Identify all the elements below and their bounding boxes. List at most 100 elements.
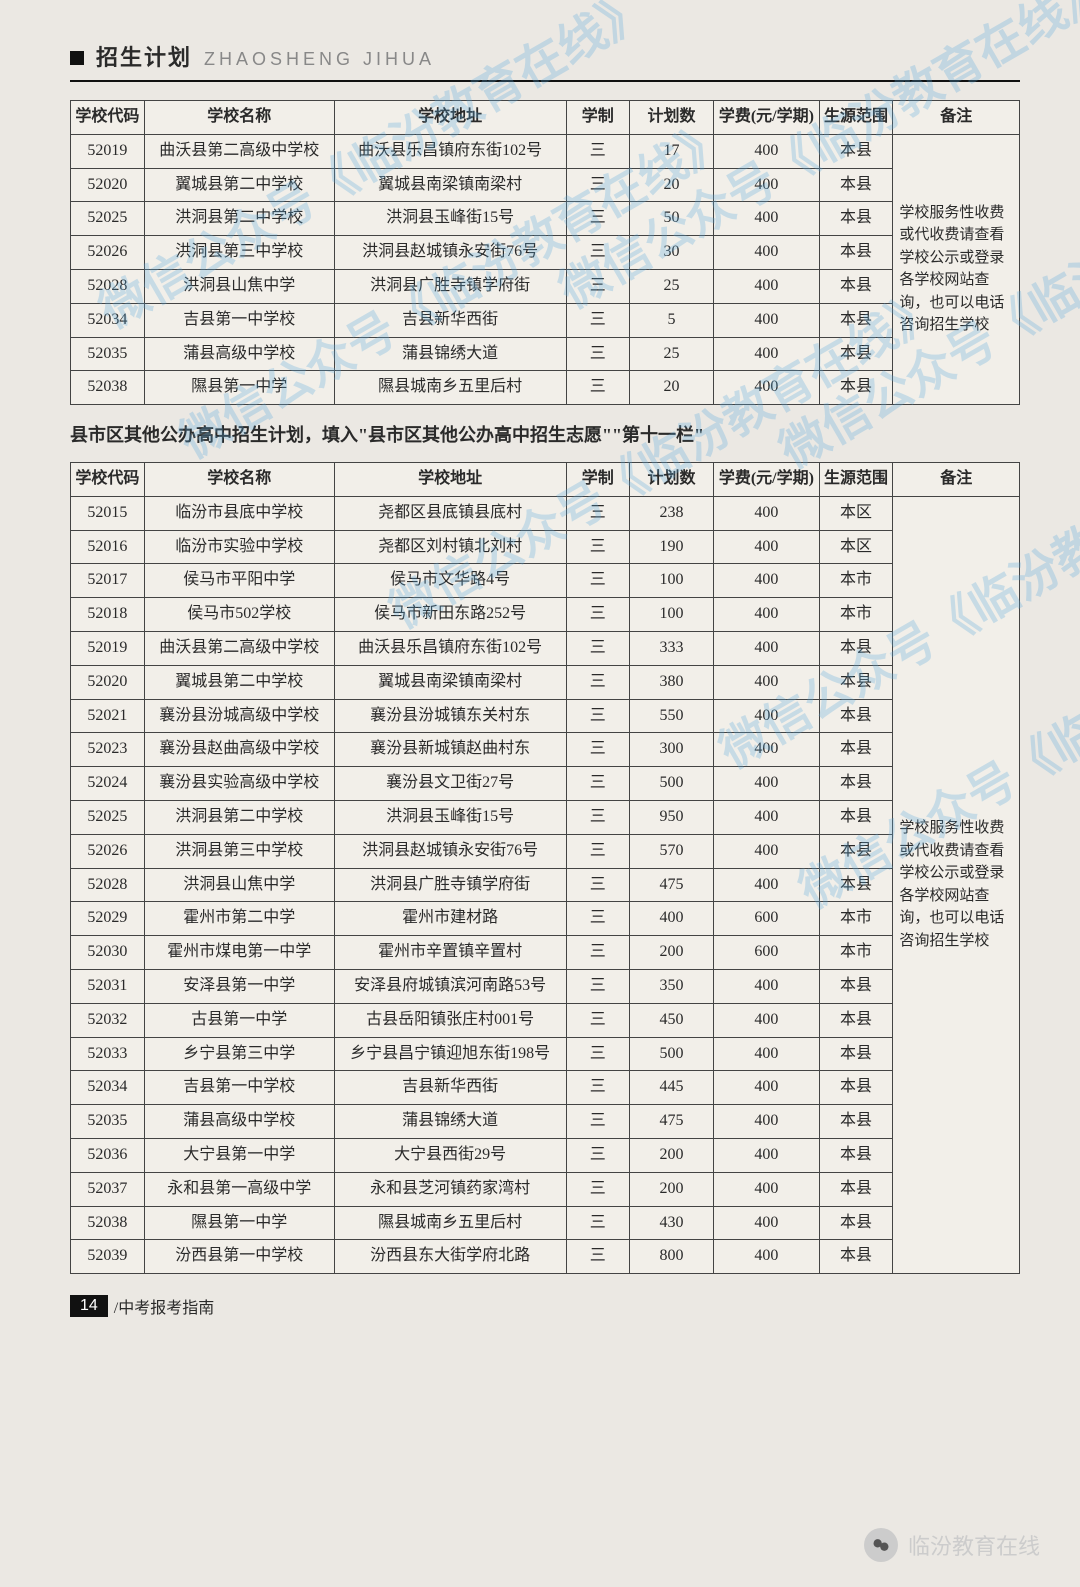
- table-cell: 洪洞县第三中学校: [144, 834, 334, 868]
- table-cell: 本区: [819, 530, 893, 564]
- table-cell: 三: [566, 371, 629, 405]
- table-cell: 本县: [819, 800, 893, 834]
- table-cell: 三: [566, 969, 629, 1003]
- table-cell: 52021: [71, 699, 145, 733]
- table-cell: 52035: [71, 337, 145, 371]
- table-cell: 吉县第一中学校: [144, 1071, 334, 1105]
- table-cell: 52024: [71, 767, 145, 801]
- table-cell: 洪洞县广胜寺镇学府街: [334, 868, 566, 902]
- table-cell: 三: [566, 168, 629, 202]
- table-row: 52028洪洞县山焦中学洪洞县广胜寺镇学府街三25400本县: [71, 269, 1020, 303]
- table-cell: 350: [629, 969, 713, 1003]
- table-cell: 400: [714, 834, 819, 868]
- table-cell: 52034: [71, 1071, 145, 1105]
- table-cell: 52031: [71, 969, 145, 1003]
- col-school-address: 学校地址: [334, 462, 566, 496]
- table-cell: 400: [714, 269, 819, 303]
- table-cell: 三: [566, 1003, 629, 1037]
- table-cell: 三: [566, 767, 629, 801]
- table-cell: 洪洞县玉峰街15号: [334, 202, 566, 236]
- table-cell: 52017: [71, 564, 145, 598]
- table-cell: 52028: [71, 269, 145, 303]
- table-cell: 侯马市新田东路252号: [334, 598, 566, 632]
- table-cell: 三: [566, 665, 629, 699]
- table-cell: 三: [566, 902, 629, 936]
- table-cell: 本县: [819, 834, 893, 868]
- table-cell: 450: [629, 1003, 713, 1037]
- table-row: 52018侯马市502学校侯马市新田东路252号三100400本市: [71, 598, 1020, 632]
- table-cell: 100: [629, 564, 713, 598]
- table-row: 52038隰县第一中学隰县城南乡五里后村三20400本县: [71, 371, 1020, 405]
- table-row: 52024襄汾县实验高级中学校襄汾县文卫街27号三500400本县: [71, 767, 1020, 801]
- enrollment-table-2: 学校代码 学校名称 学校地址 学制 计划数 学费(元/学期) 生源范围 备注 5…: [70, 462, 1020, 1274]
- col-system: 学制: [566, 462, 629, 496]
- table-cell: 三: [566, 1206, 629, 1240]
- table-cell: 本县: [819, 868, 893, 902]
- header-title-cn: 招生计划: [96, 40, 192, 72]
- col-notes: 备注: [893, 462, 1020, 496]
- table-cell: 本县: [819, 631, 893, 665]
- table-cell: 古县岳阳镇张庄村001号: [334, 1003, 566, 1037]
- table-cell: 安泽县府城镇滨河南路53号: [334, 969, 566, 1003]
- table-row: 52033乡宁县第三中学乡宁县昌宁镇迎旭东街198号三500400本县: [71, 1037, 1020, 1071]
- table-cell: 本县: [819, 665, 893, 699]
- table-cell: 襄汾县实验高级中学校: [144, 767, 334, 801]
- col-notes: 备注: [893, 101, 1020, 135]
- table-cell: 200: [629, 1172, 713, 1206]
- table-cell: 吉县第一中学校: [144, 303, 334, 337]
- table-cell: 52038: [71, 1206, 145, 1240]
- table-cell: 本市: [819, 564, 893, 598]
- table-cell: 侯马市502学校: [144, 598, 334, 632]
- table-cell: 400: [714, 767, 819, 801]
- table-cell: 25: [629, 269, 713, 303]
- table-cell: 400: [714, 202, 819, 236]
- table-row: 52031安泽县第一中学安泽县府城镇滨河南路53号三350400本县: [71, 969, 1020, 1003]
- table-cell: 333: [629, 631, 713, 665]
- table-cell: 550: [629, 699, 713, 733]
- table-cell: 临汾市县底中学校: [144, 496, 334, 530]
- table-cell: 本县: [819, 337, 893, 371]
- table-cell: 三: [566, 496, 629, 530]
- table-cell: 52032: [71, 1003, 145, 1037]
- table-cell: 400: [714, 134, 819, 168]
- col-source-area: 生源范围: [819, 462, 893, 496]
- table-cell: 三: [566, 699, 629, 733]
- table-cell: 52019: [71, 631, 145, 665]
- table-cell: 5: [629, 303, 713, 337]
- table-cell: 本县: [819, 1003, 893, 1037]
- table-cell: 蒲县锦绣大道: [334, 1105, 566, 1139]
- table-cell: 翼城县第二中学校: [144, 665, 334, 699]
- col-school-code: 学校代码: [71, 462, 145, 496]
- table-cell: 本县: [819, 236, 893, 270]
- table-cell: 52015: [71, 496, 145, 530]
- table-cell: 52020: [71, 665, 145, 699]
- table-cell: 本县: [819, 303, 893, 337]
- table-cell: 乡宁县昌宁镇迎旭东街198号: [334, 1037, 566, 1071]
- table-cell: 三: [566, 1240, 629, 1274]
- table-row: 52028洪洞县山焦中学洪洞县广胜寺镇学府街三475400本县: [71, 868, 1020, 902]
- table-cell: 霍州市第二中学: [144, 902, 334, 936]
- table-cell: 本市: [819, 598, 893, 632]
- table-row: 52038隰县第一中学隰县城南乡五里后村三430400本县: [71, 1206, 1020, 1240]
- table-cell: 52028: [71, 868, 145, 902]
- table-cell: 25: [629, 337, 713, 371]
- table-cell: 570: [629, 834, 713, 868]
- table-cell: 三: [566, 564, 629, 598]
- table-cell: 霍州市建材路: [334, 902, 566, 936]
- table-cell: 52025: [71, 800, 145, 834]
- table-row: 52019曲沃县第二高级中学校曲沃县乐昌镇府东街102号三17400本县学校服务…: [71, 134, 1020, 168]
- table-cell: 52025: [71, 202, 145, 236]
- table-cell: 三: [566, 868, 629, 902]
- table-cell: 曲沃县乐昌镇府东街102号: [334, 134, 566, 168]
- table-cell: 乡宁县第三中学: [144, 1037, 334, 1071]
- table-cell: 三: [566, 269, 629, 303]
- table-cell: 17: [629, 134, 713, 168]
- table-cell: 20: [629, 371, 713, 405]
- table-cell: 安泽县第一中学: [144, 969, 334, 1003]
- table-cell: 本县: [819, 699, 893, 733]
- table-cell: 临汾市实验中学校: [144, 530, 334, 564]
- table-cell: 本县: [819, 1172, 893, 1206]
- table-cell: 襄汾县新城镇赵曲村东: [334, 733, 566, 767]
- col-school-code: 学校代码: [71, 101, 145, 135]
- table-cell: 三: [566, 800, 629, 834]
